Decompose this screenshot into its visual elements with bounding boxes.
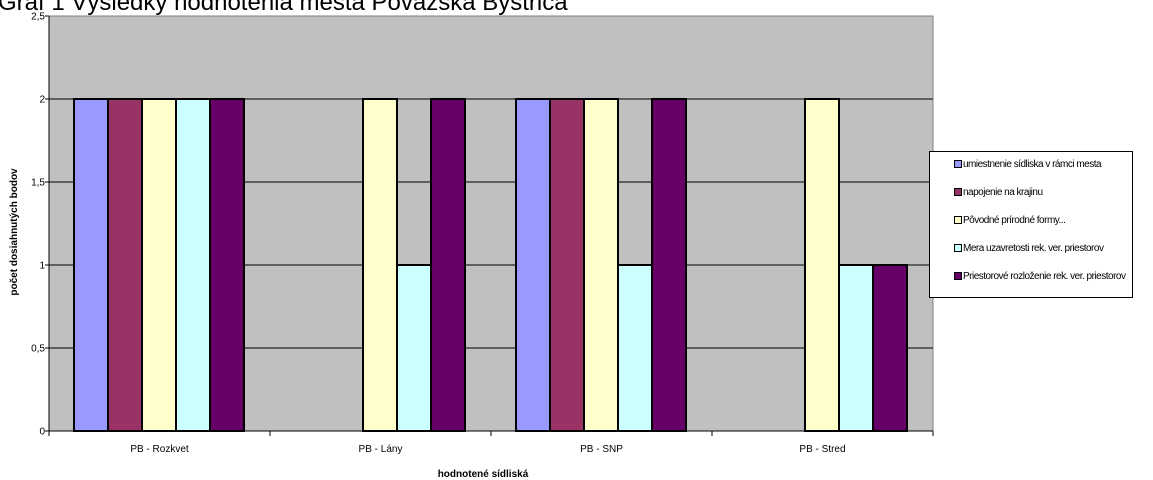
bar	[617, 264, 653, 432]
y-tick-labels: 0 0,5 1 1,5 2 2,5	[31, 12, 45, 438]
legend-item: Mera uzavretosti rek. ver. priestorov	[954, 240, 1104, 256]
bar	[583, 98, 619, 432]
chart-title: Graf 1 Výsledky hodnotenia mesta Považsk…	[0, 0, 568, 16]
bar	[209, 98, 245, 432]
legend-swatch	[954, 160, 962, 168]
bar	[107, 98, 143, 432]
legend: umiestnenie sídliska v rámci mesta napoje…	[929, 151, 1133, 298]
bar	[515, 98, 551, 432]
x-tick-label: PB - Stred	[799, 444, 845, 455]
x-tick-labels: PB - Rozkvet PB - Lány PB - SNP PB - Stred	[130, 444, 845, 455]
legend-item: napojenie na krajinu	[954, 184, 1043, 200]
y-tick-label: 2	[39, 95, 45, 106]
bar	[175, 98, 211, 432]
y-tick-label: 0,5	[31, 344, 45, 355]
bar	[838, 264, 874, 432]
y-tick-label: 1,5	[31, 178, 45, 189]
y-tick-label: 2,5	[31, 12, 45, 23]
legend-item: Pôvodné prírodné formy...	[954, 212, 1066, 228]
legend-swatch	[954, 244, 962, 252]
y-tick-label: 0	[39, 427, 45, 438]
bar	[430, 98, 466, 432]
bar	[651, 98, 687, 432]
legend-swatch	[954, 216, 962, 224]
x-axis-label: hodnotené sídliská	[438, 469, 529, 480]
bar	[872, 264, 908, 432]
x-tick-label: PB - Rozkvet	[130, 444, 189, 455]
bar	[804, 98, 840, 432]
legend-swatch	[954, 272, 962, 280]
axes	[45, 15, 934, 436]
y-tick-label: 1	[39, 261, 45, 272]
legend-label: Mera uzavretosti rek. ver. priestorov	[963, 242, 1104, 254]
x-tick-label: PB - SNP	[580, 444, 623, 455]
legend-label: napojenie na krajinu	[963, 186, 1043, 198]
bar	[141, 98, 177, 432]
bar	[362, 98, 398, 432]
bar	[396, 264, 432, 432]
legend-item: umiestnenie sídliska v rámci mesta	[954, 156, 1102, 172]
legend-swatch	[954, 188, 962, 196]
bar	[73, 98, 109, 432]
bar	[549, 98, 585, 432]
x-tick-label: PB - Lány	[359, 444, 403, 455]
legend-item: Priestorové rozloženie rek. ver. priesto…	[954, 268, 1126, 284]
legend-label: Pôvodné prírodné formy...	[963, 214, 1066, 226]
y-axis-label: počet dosiahnutých bodov	[9, 168, 20, 296]
legend-label: Priestorové rozloženie rek. ver. priesto…	[963, 270, 1126, 282]
legend-label: umiestnenie sídliska v rámci mesta	[963, 158, 1102, 170]
